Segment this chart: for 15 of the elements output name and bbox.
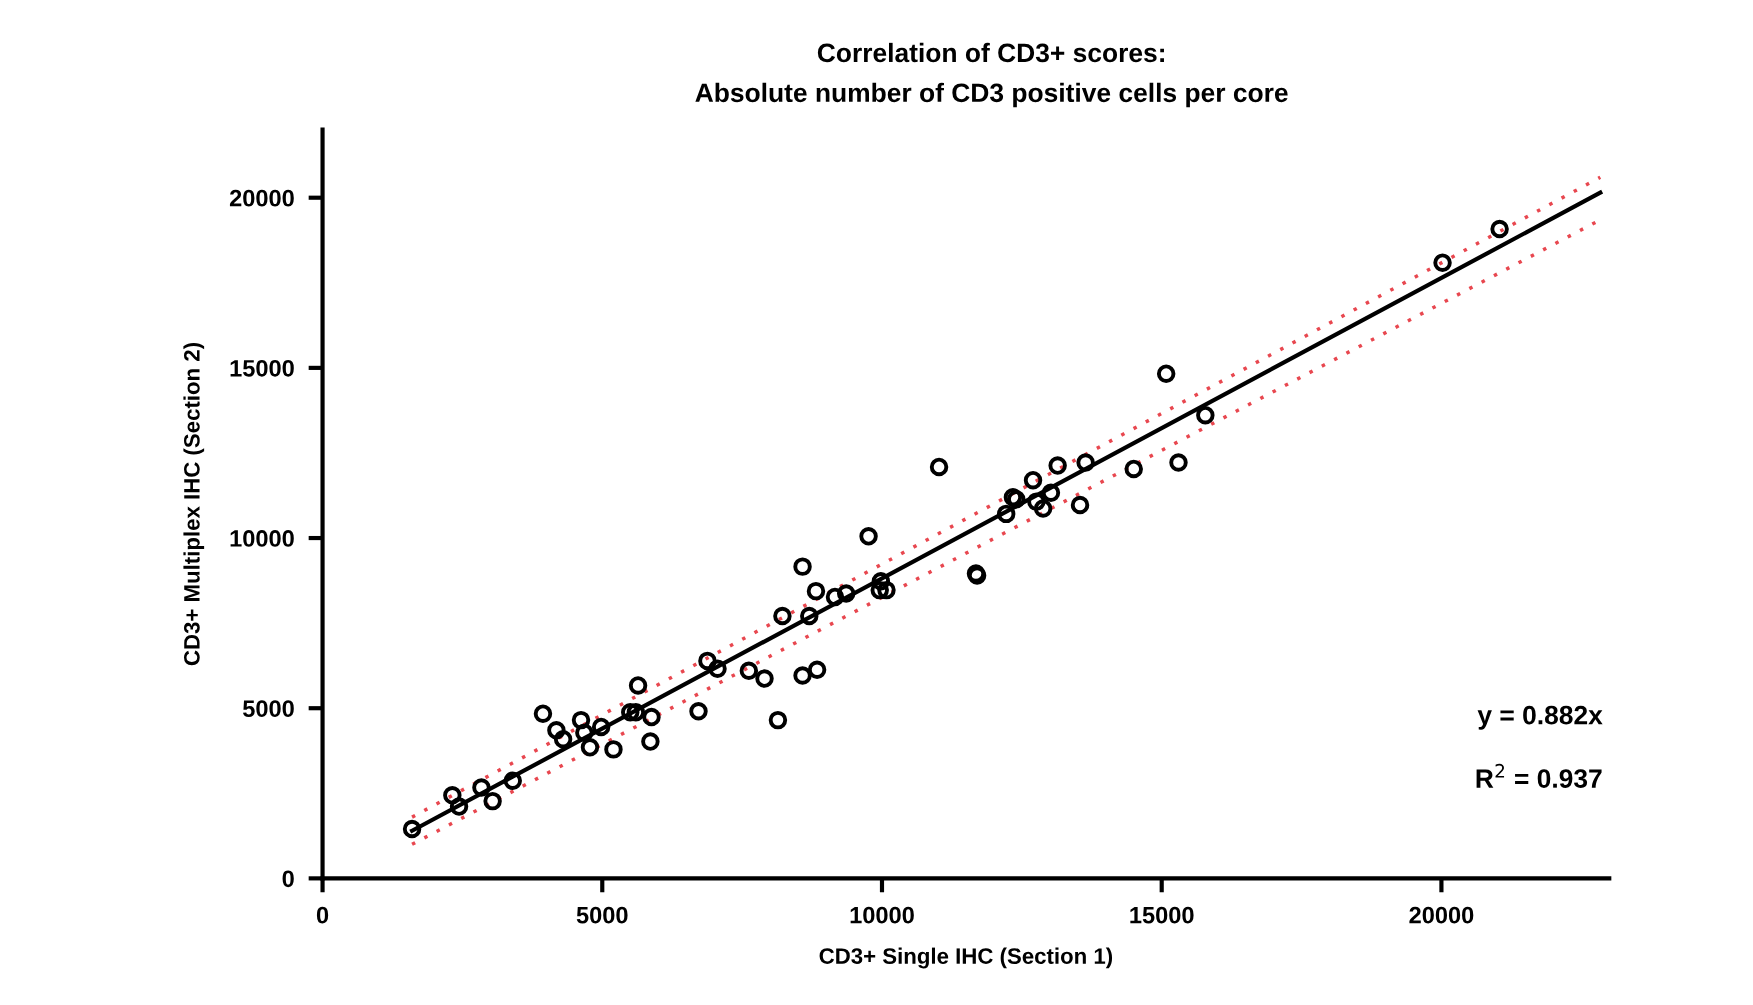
annotation: y = 0.882x (1477, 705, 1603, 730)
x-tick-label: 15000 (1130, 906, 1194, 924)
y-tick-label: 10000 (230, 530, 294, 547)
y-axis-title: CD3+ Multiplex IHC (Section 2) (183, 343, 205, 666)
y-tick-label: 15000 (230, 359, 294, 377)
annotation: R$^{2}$ = 0.937 (1476, 763, 1602, 788)
x-tick-label: 10000 (850, 906, 914, 924)
chart-title: Correlation of CD3+ scores: Absolute number of CD3 positive cells per core (695, 42, 1288, 108)
y-tick-label: 5000 (242, 700, 294, 717)
x-tick-label: 0 (316, 906, 329, 924)
x-tick-label: 20000 (1409, 906, 1474, 924)
x-tick-label: 5000 (576, 906, 628, 924)
x-axis-title: CD3+ Single IHC (Section 1) (819, 947, 1113, 969)
y-tick-label: 20000 (229, 189, 294, 207)
y-tick-label: 0 (282, 870, 294, 888)
